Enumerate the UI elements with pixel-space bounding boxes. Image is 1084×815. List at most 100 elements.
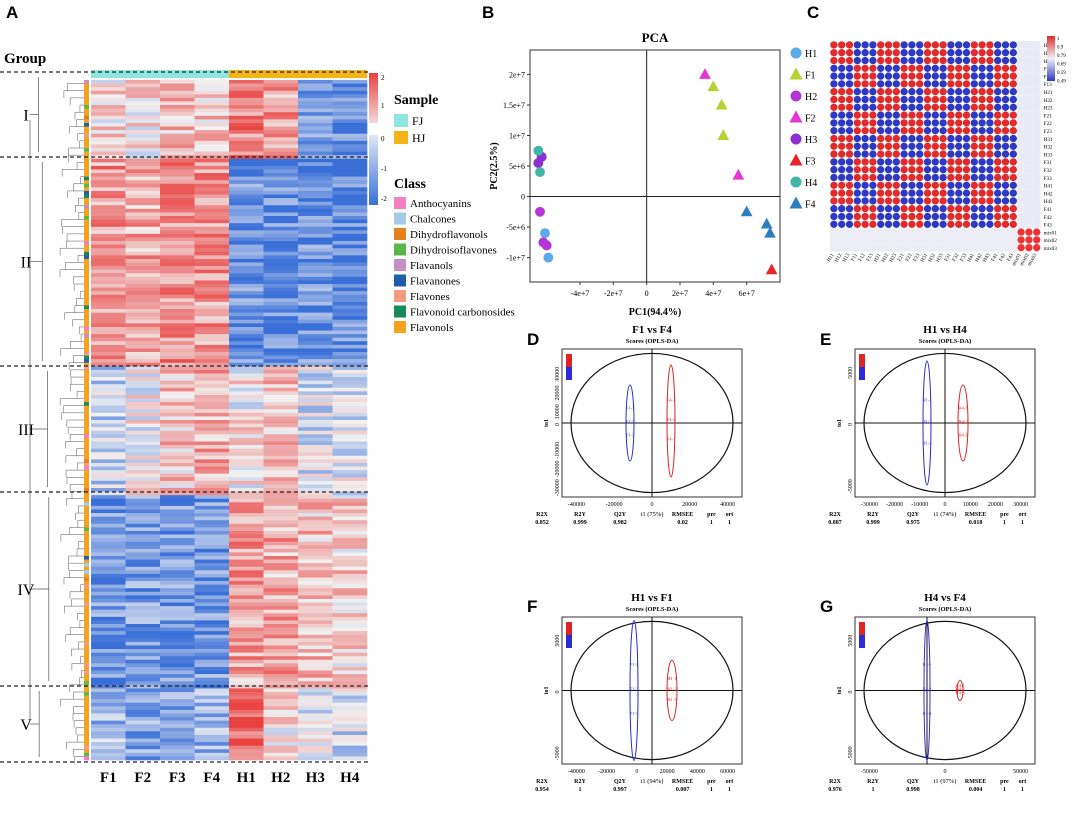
heatmap-cell — [125, 394, 161, 399]
corr-circle — [908, 173, 916, 182]
corr-circle — [947, 197, 955, 205]
heatmap-cell — [160, 434, 195, 439]
corr-circle — [830, 56, 838, 65]
class-strip-cell — [84, 556, 89, 560]
class-strip-cell — [84, 162, 89, 167]
corr-circle — [908, 64, 916, 72]
corr-circle — [994, 158, 1002, 166]
heatmap-cell — [160, 384, 195, 389]
corr-circle — [994, 88, 1002, 96]
heatmap-cell — [91, 87, 126, 92]
class-strip-cell — [84, 573, 89, 578]
heatmap-cell — [125, 402, 161, 406]
class-strip-cell — [84, 652, 89, 657]
class-strip-cell — [84, 133, 89, 138]
corr-col-label: F22 — [904, 252, 913, 262]
heatmap-cell — [229, 609, 264, 614]
class-strip-cell — [84, 606, 89, 610]
heatmap-cell — [160, 226, 195, 231]
heatmap-cell — [160, 223, 195, 228]
pca-legend-marker — [789, 196, 803, 209]
heatmap-cell — [298, 591, 333, 596]
heatmap-cell — [229, 341, 264, 346]
corr-circle — [908, 127, 916, 135]
corr-circle — [838, 103, 846, 111]
corr-circle — [978, 80, 986, 88]
corr-cell — [1025, 72, 1033, 80]
corr-circle — [970, 173, 978, 182]
class-strip-cell — [84, 105, 89, 109]
corr-cell — [931, 243, 940, 252]
heatmap-cell — [229, 598, 264, 603]
heatmap-cell — [298, 498, 333, 503]
heatmap-cell — [160, 738, 195, 743]
heatmap-cell — [332, 394, 368, 399]
heatmap-cell — [332, 237, 368, 242]
heatmap-cell — [298, 391, 333, 396]
heatmap-cell — [332, 756, 368, 761]
heatmap-cell — [332, 491, 368, 496]
corr-circle — [830, 134, 838, 143]
corr-circle — [947, 95, 955, 104]
corr-cell — [1017, 189, 1025, 197]
heatmap-cell — [91, 591, 126, 596]
heatmap-cell — [125, 258, 161, 263]
corr-circle — [884, 134, 893, 143]
heatmap-cell — [263, 616, 299, 621]
class-strip-cell — [84, 437, 89, 442]
corr-circle — [1001, 119, 1010, 127]
heatmap-cell — [125, 126, 161, 131]
heatmap-cell — [332, 83, 368, 88]
row-dendrogram — [29, 77, 84, 764]
heatmap-cell — [332, 301, 368, 306]
heatmap-cell — [229, 588, 264, 593]
heatmap-cell — [332, 94, 368, 99]
corr-circle — [900, 119, 908, 127]
correlation-panel: H11H12H13F11F12F13H21H22H23F21F22F23H31H… — [826, 36, 1066, 267]
corr-circle — [978, 127, 986, 135]
heatmap-cell — [263, 115, 299, 120]
heatmap-cell — [125, 334, 161, 338]
corr-circle — [845, 127, 854, 135]
heatmap-cell — [332, 570, 368, 575]
heatmap-cell — [298, 484, 333, 489]
heatmap-cell — [263, 681, 299, 686]
corr-circle — [861, 166, 869, 174]
heatmap-cell — [91, 709, 126, 714]
heatmap-cell — [91, 638, 126, 643]
heatmap-cell — [332, 498, 368, 503]
heatmap-cell — [160, 513, 195, 517]
heatmap-cell — [263, 326, 299, 331]
heatmap-cell — [332, 616, 368, 621]
corr-cell — [939, 243, 947, 252]
heatmap-cell — [263, 344, 299, 349]
corr-circle — [884, 142, 893, 150]
heatmap-cell — [91, 309, 126, 313]
corr-circle — [1001, 197, 1010, 205]
class-strip-cell — [84, 262, 89, 267]
corr-col-label: F41 — [990, 252, 999, 262]
class-strip-cell — [84, 477, 89, 482]
heatmap-cell — [263, 108, 299, 113]
opls-xtick: 50000 — [1013, 769, 1028, 775]
heatmap-cell — [91, 713, 126, 718]
heatmap-cell — [229, 656, 264, 661]
heatmap-cell — [229, 434, 264, 439]
heatmap-cell — [298, 323, 333, 328]
corr-circle — [962, 220, 971, 228]
heatmap-cell — [194, 244, 230, 249]
heatmap-cell — [263, 133, 299, 138]
heatmap-cell — [194, 523, 230, 528]
corr-circle — [900, 134, 908, 143]
heatmap-cell — [298, 291, 333, 296]
corr-row-label: F32 — [1044, 168, 1052, 174]
corr-circle — [830, 127, 838, 135]
corr-cell — [1025, 103, 1033, 112]
heatmap-cell — [229, 230, 264, 235]
heatmap-cell — [229, 570, 264, 575]
corr-circle — [845, 166, 854, 174]
corr-circle — [955, 205, 963, 213]
corr-cell — [1009, 243, 1018, 252]
opls-group-ellipse-f4 — [666, 364, 676, 478]
